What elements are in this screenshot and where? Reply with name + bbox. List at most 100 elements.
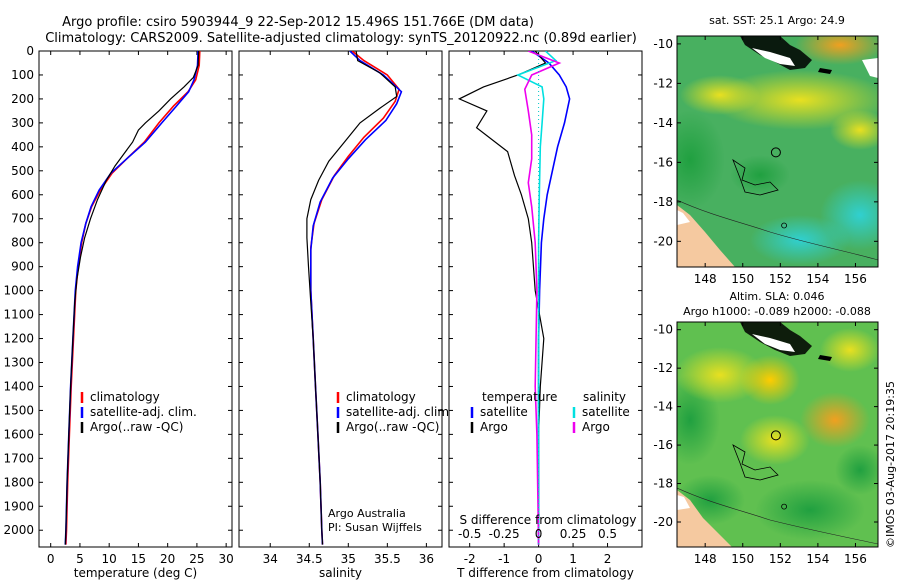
- depth-tick-label: 1200: [3, 332, 34, 346]
- series-salinity-argo: [523, 51, 562, 545]
- differences-xtick-label: 1: [569, 552, 577, 566]
- depth-tick-label: 900: [11, 260, 34, 274]
- sla-map-xtick-label: 156: [844, 552, 867, 566]
- sal-legend-label: climatology: [346, 390, 416, 404]
- imos-credit: ©IMOS 03-Aug-2017 20:19:35: [884, 381, 897, 548]
- temperature-panel: 0 5 10 15 20 25 30 temperature (deg C) 0 100 200 30…: [3, 44, 233, 580]
- sla-map-xtick-label: 152: [769, 552, 792, 566]
- s-tick-label: -0.25: [489, 527, 520, 541]
- sla-map-ytick-label: -12: [653, 361, 673, 375]
- temperature-lines: [64, 51, 201, 545]
- differences-xlabel: T difference from climatology: [456, 566, 634, 580]
- sst-map-ytick-label: -20: [653, 234, 673, 248]
- sla-map-ytick-label: -18: [653, 477, 673, 491]
- depth-tick-label: 1000: [3, 284, 34, 298]
- sla-map-ytick-label: -14: [653, 400, 673, 414]
- depth-tick-label: 1500: [3, 403, 34, 417]
- salinity-xtick-label: 34.5: [296, 552, 323, 566]
- differences-xtick-label: 2: [604, 552, 612, 566]
- temperature-xtick-label: 5: [76, 552, 84, 566]
- depth-tick-label: 700: [11, 212, 34, 226]
- series-salinity-satellite: [515, 51, 558, 545]
- sst-map-xtick-label: 154: [806, 272, 829, 286]
- sst-map-frame: [676, 35, 879, 268]
- s-diff-label: S difference from climatology: [460, 513, 637, 527]
- temperature-xtick-label: 25: [189, 552, 204, 566]
- temperature-xtick-label: 30: [219, 552, 234, 566]
- differences-xtick-label: -2: [464, 552, 476, 566]
- sst-map-xtick-label: 148: [694, 272, 717, 286]
- sla-map-xtick-label: 148: [694, 552, 717, 566]
- series-argo: [306, 51, 398, 545]
- depth-tick-label: 1100: [3, 308, 34, 322]
- sst-argo-marker: [770, 147, 781, 158]
- sla-map-axes: 148 150 152 154 156 -10 -12 -14 -16 -18 -20: [653, 321, 879, 566]
- depth-tick-label: 800: [11, 236, 34, 250]
- sst-map-xtick-label: 150: [731, 272, 754, 286]
- depth-tick-label: 1900: [3, 499, 34, 513]
- series-temperature-argo: [457, 51, 547, 545]
- s-tick-label: 0: [535, 527, 543, 541]
- temperature-xlabel: temperature (deg C): [74, 566, 197, 580]
- temp-legend-label: Argo(..raw -QC): [90, 420, 183, 434]
- differences-frame: [448, 50, 643, 548]
- salinity-xtick-label: 34: [263, 552, 278, 566]
- differences-xtick-label: -1: [498, 552, 510, 566]
- depth-tick-label: 2000: [3, 523, 34, 537]
- sst-map-ytick-label: -10: [653, 37, 673, 51]
- diff-temp-legend-label: Argo: [480, 420, 508, 434]
- series-temperature-satellite: [531, 51, 571, 545]
- sst-reef-marker: [781, 222, 787, 229]
- annotation-line2: PI: Susan Wijffels: [328, 521, 422, 534]
- legend-title-salinity: salinity: [583, 390, 626, 404]
- depth-tick-label: 1400: [3, 379, 34, 393]
- annotation-line1: Argo Australia: [328, 507, 406, 520]
- sla-map-xtick-label: 154: [806, 552, 829, 566]
- legend-title-temperature: temperature: [482, 390, 557, 404]
- sla-map-ytick-label: -16: [653, 438, 673, 452]
- depth-tick-label: 1300: [3, 355, 34, 369]
- diff-temp-legend-label: satellite: [480, 405, 528, 419]
- salinity-xtick-label: 36: [419, 552, 434, 566]
- temperature-xtick-label: 15: [131, 552, 146, 566]
- series-argo: [64, 51, 200, 545]
- diff-sal-legend-label: satellite: [582, 405, 630, 419]
- temperature-frame: [38, 50, 233, 548]
- salinity-frame: [238, 50, 443, 548]
- depth-tick-label: 200: [11, 92, 34, 106]
- sla-map-title2: Argo h1000: -0.089 h2000: -0.088: [683, 305, 871, 318]
- diff-sal-legend-label: Argo: [582, 420, 610, 434]
- salinity-xlabel: salinity: [319, 566, 362, 580]
- salinity-xtick-label: 35.5: [374, 552, 401, 566]
- header-line1: Argo profile: csiro 5903944_9 22-Sep-201…: [62, 15, 534, 30]
- sal-legend-label: Argo(..raw -QC): [346, 420, 439, 434]
- temperature-xtick-label: 0: [47, 552, 55, 566]
- sal-legend-label: satellite-adj. clim.: [346, 405, 453, 419]
- sla-map-ytick-label: -10: [653, 323, 673, 337]
- depth-tick-label: 1600: [3, 427, 34, 441]
- temperature-xtick-label: 20: [160, 552, 175, 566]
- depth-tick-label: 400: [11, 140, 34, 154]
- sst-map-title: sat. SST: 25.1 Argo: 24.9: [709, 14, 845, 27]
- sla-reef-marker: [781, 503, 787, 510]
- difference-panel: -2 -1 0 1 2T difference from climatology -0.5…: [448, 50, 643, 580]
- depth-tick-label: 0: [26, 44, 34, 58]
- sst-map-ytick-label: -16: [653, 155, 673, 169]
- sla-map-xtick-label: 150: [731, 552, 754, 566]
- depth-tick-label: 1800: [3, 475, 34, 489]
- depth-tick-label: 500: [11, 164, 34, 178]
- sst-map-ytick-label: -14: [653, 116, 673, 130]
- sst-map-xtick-label: 152: [769, 272, 792, 286]
- depth-tick-label: 1700: [3, 451, 34, 465]
- sla-map-title1: Altim. SLA: 0.046: [729, 290, 824, 303]
- sla-map-ytick-label: -20: [653, 515, 673, 529]
- s-tick-label: 0.5: [598, 527, 617, 541]
- differences-lines: [457, 51, 571, 545]
- temp-legend-label: climatology: [90, 390, 160, 404]
- sla-argo-marker: [770, 430, 781, 441]
- sst-map-ytick-label: -12: [653, 76, 673, 90]
- temp-legend-label: satellite-adj. clim.: [90, 405, 197, 419]
- depth-tick-label: 600: [11, 188, 34, 202]
- depth-tick-label: 100: [11, 68, 34, 82]
